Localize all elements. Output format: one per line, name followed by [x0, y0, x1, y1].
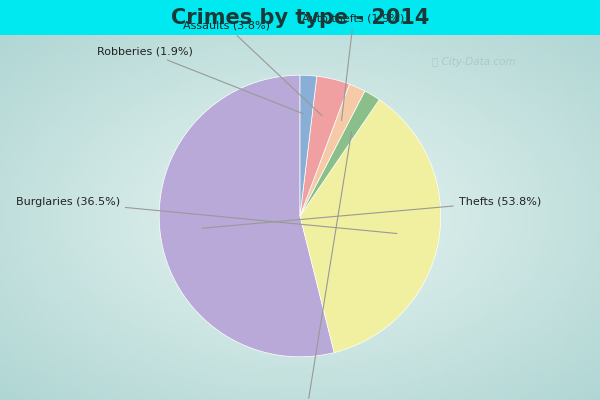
- Text: Robberies (1.9%): Robberies (1.9%): [97, 46, 304, 114]
- Wedge shape: [300, 75, 317, 216]
- Text: Crimes by type - 2014: Crimes by type - 2014: [171, 8, 429, 28]
- Text: Burglaries (36.5%): Burglaries (36.5%): [16, 197, 397, 234]
- Wedge shape: [300, 91, 379, 216]
- Wedge shape: [300, 76, 349, 216]
- Text: Thefts (53.8%): Thefts (53.8%): [202, 197, 541, 228]
- Text: Auto thefts (1.9%): Auto thefts (1.9%): [302, 14, 404, 121]
- Text: Rapes (1.9%): Rapes (1.9%): [270, 132, 352, 400]
- Wedge shape: [159, 75, 334, 357]
- Text: ⓘ City-Data.com: ⓘ City-Data.com: [432, 57, 515, 67]
- Text: Assaults (3.8%): Assaults (3.8%): [183, 21, 322, 116]
- Wedge shape: [300, 100, 441, 352]
- Wedge shape: [300, 84, 365, 216]
